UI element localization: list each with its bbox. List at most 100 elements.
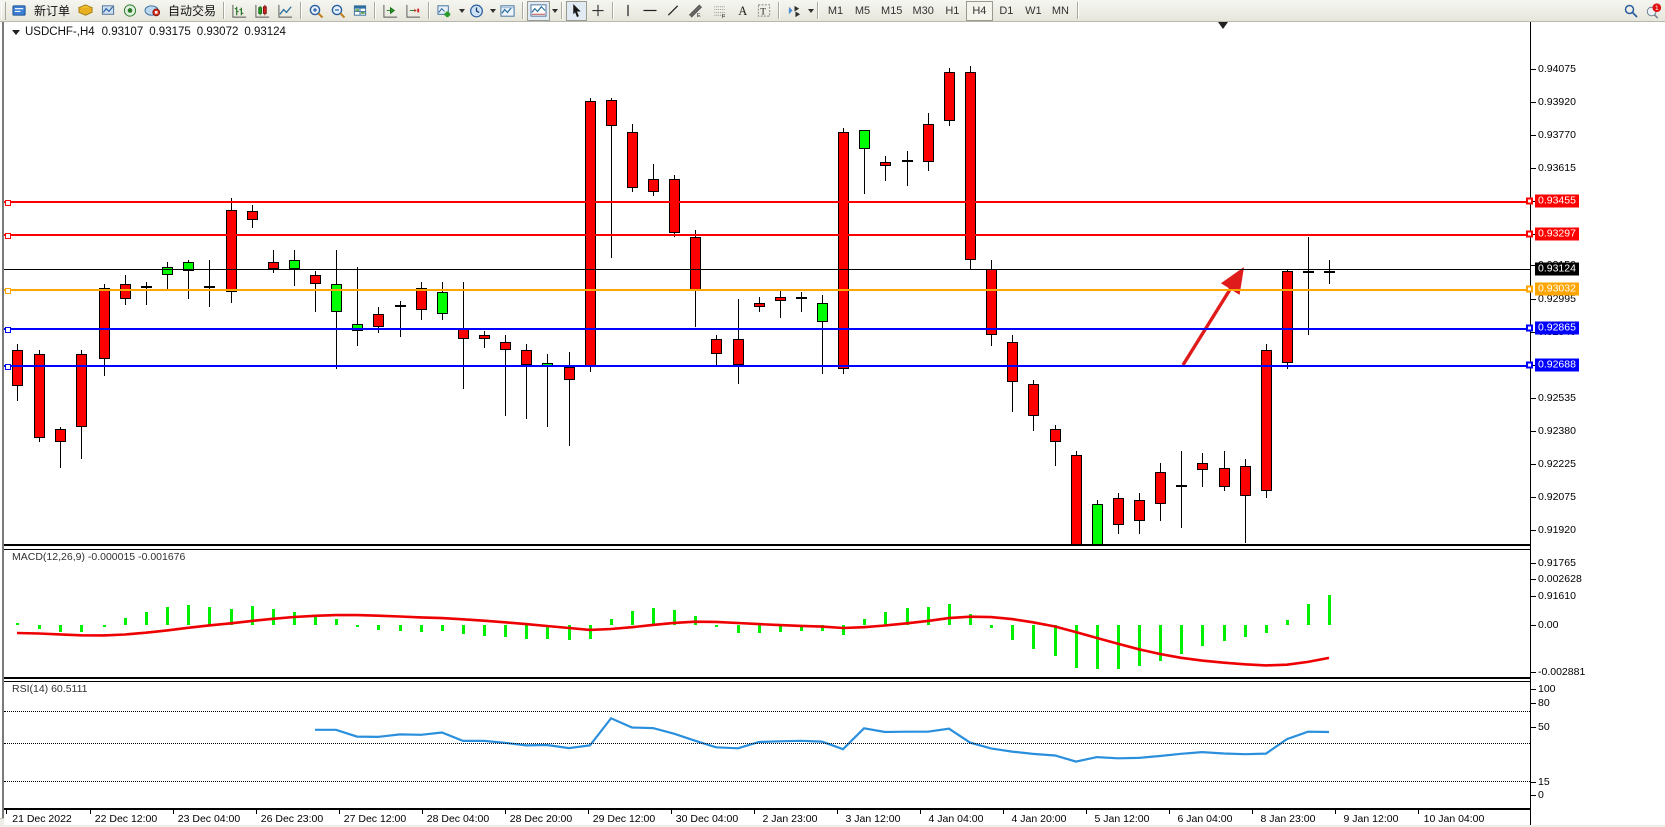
candle-body-bearish [415,288,427,310]
time-tick [588,810,589,814]
timeframe-w1[interactable]: W1 [1025,4,1042,17]
templates-icon[interactable] [496,1,519,21]
timeframe-m1[interactable]: M1 [827,4,844,17]
macd-histogram-bar [567,625,571,641]
price-level-handle[interactable] [1526,197,1533,205]
price-tick [1531,332,1536,333]
price-level-handle[interactable] [1526,285,1533,293]
text-box-icon[interactable]: T [753,1,775,21]
price-level-label-blue[interactable]: 0.92688 [1535,358,1579,372]
time-tick-label: 10 Jan 04:00 [1423,813,1485,825]
candle-wick [1054,424,1056,466]
candle [11,343,23,402]
price-level-label-blue[interactable]: 0.92865 [1535,321,1579,335]
price-macd-divider [4,544,1530,546]
chart-menu-caret-icon[interactable] [12,29,20,35]
macd-pane[interactable]: MACD(12,26,9) -0.000015 -0.001676 [4,549,1530,677]
chart-top-marker-icon[interactable] [1218,22,1228,29]
expert-advisor-icon[interactable] [74,1,97,21]
macd-histogram-bar [968,614,972,625]
timeframe-m30[interactable]: M30 [912,4,934,17]
candle [33,350,45,443]
candle [372,307,384,334]
price-level-resistance-2[interactable] [4,200,1530,206]
timeframe-m5[interactable]: M5 [854,4,871,17]
macd-histogram-bar [37,625,41,629]
candle [1133,493,1145,534]
candle-body-bearish [1006,341,1018,383]
price-level-support-2[interactable] [4,364,1530,370]
period-clock-icon[interactable] [465,1,488,21]
price-level-anchor[interactable] [5,364,11,370]
auto-trading-icon[interactable] [141,1,164,21]
timeframe-h4[interactable]: H4 [965,0,993,21]
add-indicator-icon[interactable] [433,1,457,21]
chart-template-active-icon[interactable] [527,0,551,21]
signals-icon[interactable] [119,1,141,21]
price-level-anchor[interactable] [5,327,11,333]
zoom-in-icon[interactable] [305,1,327,21]
timeframe-mn[interactable]: MN [1051,4,1069,17]
notification-icon[interactable]: 1 [1642,1,1665,21]
time-tick [754,810,755,814]
toolbar-grip[interactable] [1,1,6,20]
price-scale[interactable]: 0.94075 0.93920 0.93770 0.93615 0.93455 0.932… [1526,22,1665,825]
candle [1302,236,1314,336]
rsi-pane[interactable]: RSI(14) 60.5111 [4,681,1530,809]
shapes-caret-icon[interactable] [808,8,815,13]
time-tick-label: 6 Jan 04:00 [1177,813,1233,825]
text-label-icon[interactable]: A [732,1,753,21]
price-level-handle[interactable] [1526,361,1533,369]
timeframe-d1[interactable]: D1 [999,4,1014,17]
price-tick [1531,431,1536,432]
crosshair-icon[interactable] [587,1,609,21]
new-order-icon[interactable] [9,1,30,21]
time-scale[interactable]: 21 Dec 2022 22 Dec 12:00 23 Dec 04:00 26 De… [4,809,1530,825]
candle-body-bearish [225,210,237,293]
bar-chart-icon[interactable] [228,1,251,21]
vertical-line-icon[interactable] [617,1,638,21]
period-caret-icon[interactable] [490,8,497,13]
data-window-icon[interactable] [97,1,119,21]
cursor-arrow-icon[interactable] [566,0,588,21]
equidistant-channel-icon[interactable]: E [684,1,708,21]
price-level-handle[interactable] [1526,324,1533,332]
price-level-current-price[interactable] [4,269,1530,270]
candle-wick [779,290,781,319]
macd-histogram-bar [313,616,317,625]
macd-histogram-bar [482,625,486,636]
price-level-anchor[interactable] [5,288,11,294]
line-chart-icon[interactable] [274,1,297,21]
timeframe-m15[interactable]: M15 [881,4,903,17]
chart-shift-icon[interactable] [379,1,402,21]
data-grid-icon[interactable] [349,1,371,21]
price-level-anchor[interactable] [5,200,11,206]
chart-template-caret-icon[interactable] [552,8,559,13]
candle [140,281,152,306]
auto-trading-label[interactable]: 自动交易 [168,4,217,18]
new-order-label[interactable]: 新订单 [34,4,71,18]
price-level-pivot[interactable] [4,288,1530,294]
shapes-icon[interactable] [783,1,806,21]
price-level-anchor[interactable] [5,233,11,239]
price-level-label-red[interactable]: 0.93455 [1535,194,1579,208]
price-pane[interactable] [4,22,1530,544]
candle-body-bearish [964,72,976,261]
timeframe-h1[interactable]: H1 [945,4,960,17]
auto-scroll-icon[interactable] [402,1,425,21]
price-level-label-black[interactable]: 0.93124 [1535,262,1579,276]
candle [1323,260,1335,284]
trendline-icon[interactable] [662,1,684,21]
candle [795,292,807,312]
horizontal-line-icon[interactable] [638,1,662,21]
fibonacci-icon[interactable]: F [708,1,732,21]
zoom-out-icon[interactable] [327,1,349,21]
candlestick-chart-icon[interactable] [251,1,274,21]
price-level-handle[interactable] [1526,230,1533,238]
price-level-resistance-1[interactable] [4,233,1530,239]
price-level-label-orange[interactable]: 0.93032 [1535,282,1579,296]
price-level-label-red[interactable]: 0.93297 [1535,227,1579,241]
search-icon[interactable] [1620,1,1642,21]
price-level-support-1[interactable] [4,327,1530,333]
add-indicator-caret-icon[interactable] [459,8,466,13]
